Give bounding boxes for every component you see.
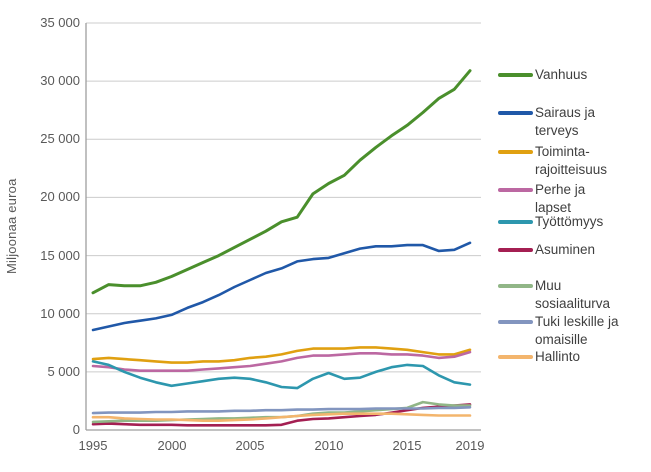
x-tick-label: 2015 (392, 438, 422, 453)
legend-label: Toiminta-rajoitteisuus (535, 144, 608, 177)
legend-item-toimintarajoitteisuus: Toiminta-rajoitteisuus (498, 143, 625, 179)
legend-swatch-tyottomyys-icon (498, 220, 533, 224)
legend-label: Asuminen (535, 242, 596, 257)
legend-item-perhe-ja-lapset: Perhe ja lapset (498, 181, 625, 217)
legend-item-asuminen: Asuminen (498, 241, 625, 259)
legend-label: Sairaus ja terveys (535, 105, 596, 138)
y-tick-label: 5 000 (47, 364, 80, 379)
legend-item-sairaus-ja-terveys: Sairaus ja terveys (498, 104, 625, 140)
y-axis-title: Miljoonaa euroa (4, 178, 19, 274)
x-tick-label: 2019 (455, 438, 485, 453)
legend-label: Perhe ja lapset (535, 182, 586, 215)
legend-swatch-asuminen-icon (498, 248, 533, 252)
legend-item-tyottomyys: Työttömyys (498, 213, 625, 231)
legend-swatch-vanhuus-icon (498, 73, 533, 77)
x-tick-label: 1995 (78, 438, 108, 453)
y-tick-label: 35 000 (40, 15, 80, 30)
y-tick-label: 20 000 (40, 189, 80, 204)
legend-swatch-hallinto-icon (498, 355, 533, 359)
legend-label: Muu sosiaaliturva (535, 278, 611, 311)
legend-item-muu-sosiaaliturva: Muu sosiaaliturva (498, 277, 625, 313)
y-tick-label: 0 (72, 422, 80, 437)
legend-swatch-toimintarajoitteisuus-icon (498, 150, 533, 154)
legend-item-hallinto: Hallinto (498, 348, 625, 366)
y-tick-label: 25 000 (40, 131, 80, 146)
legend-label: Tuki leskille ja omaisille (535, 314, 619, 347)
y-tick-label: 15 000 (40, 248, 80, 263)
legend-label: Vanhuus (535, 67, 588, 82)
y-tick-label: 10 000 (40, 306, 80, 321)
x-tick-label: 2010 (314, 438, 344, 453)
x-tick-label: 2000 (157, 438, 187, 453)
legend-item-tuki-leskille: Tuki leskille ja omaisille (498, 313, 625, 349)
legend-swatch-sairaus-icon (498, 111, 533, 115)
x-tick-label: 2005 (235, 438, 265, 453)
y-tick-label: 30 000 (40, 73, 80, 88)
legend-swatch-tuki-icon (498, 320, 533, 324)
legend-swatch-muu-icon (498, 284, 533, 288)
legend-label: Hallinto (535, 349, 581, 364)
legend-label: Työttömyys (535, 214, 604, 229)
legend-item-vanhuus: Vanhuus (498, 66, 625, 84)
legend-swatch-perhe-icon (498, 188, 533, 192)
